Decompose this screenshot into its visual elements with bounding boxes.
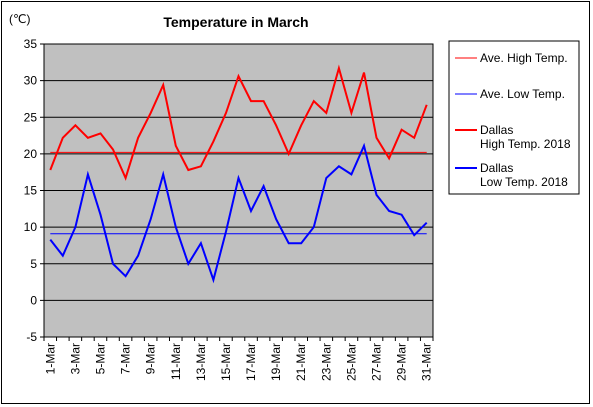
y-tick-label: -5 bbox=[26, 330, 37, 344]
x-tick-label: 27-Mar bbox=[370, 343, 384, 381]
y-axis: 35 30 25 20 15 10 5 0 -5 bbox=[24, 37, 44, 344]
x-tick-label: 15-Mar bbox=[219, 343, 233, 381]
gridlines bbox=[44, 80, 433, 301]
series-line-3 bbox=[49, 142, 428, 284]
series-layer bbox=[49, 64, 428, 284]
y-tick-label: 10 bbox=[24, 220, 38, 234]
x-tick-label: 9-Mar bbox=[144, 343, 158, 374]
x-tick-label: 31-Mar bbox=[420, 343, 434, 381]
x-tick-label: 17-Mar bbox=[244, 343, 258, 381]
x-tick-label: 29-Mar bbox=[395, 343, 409, 381]
y-tick-label: 0 bbox=[30, 293, 37, 307]
x-tick-label: 11-Mar bbox=[169, 343, 183, 380]
y-tick-label: 5 bbox=[30, 257, 37, 271]
legend-label-2: Dallas bbox=[480, 123, 513, 137]
legend-label-0: Ave. High Temp. bbox=[480, 51, 568, 65]
x-tick-label: 23-Mar bbox=[319, 343, 333, 381]
y-tick-label: 15 bbox=[24, 184, 38, 198]
legend-label-3: Dallas bbox=[480, 161, 513, 175]
legend-label-3: Low Temp. 2018 bbox=[480, 175, 568, 189]
x-tick-label: 3-Mar bbox=[68, 343, 82, 374]
x-tick-label: 7-Mar bbox=[119, 343, 133, 374]
x-tick-label: 19-Mar bbox=[269, 343, 283, 381]
x-tick-label: 21-Mar bbox=[294, 343, 308, 381]
x-tick-label: 5-Mar bbox=[93, 343, 107, 374]
y-tick-label: 35 bbox=[24, 37, 38, 51]
x-axis: 1-Mar 3-Mar 5-Mar 7-Mar 9-Mar 11-Mar 13-Mar 15-… bbox=[43, 337, 434, 381]
chart-title: Temperature in March bbox=[163, 14, 308, 30]
y-tick-label: 25 bbox=[24, 110, 38, 124]
y-tick-label: 20 bbox=[24, 147, 38, 161]
x-tick-label: 25-Mar bbox=[344, 343, 358, 381]
unit-label: (℃) bbox=[9, 12, 30, 26]
series-line-2 bbox=[49, 64, 428, 181]
y-tick-label: 30 bbox=[24, 74, 38, 88]
x-tick-label: 1-Mar bbox=[43, 343, 57, 374]
legend-label-1: Ave. Low Temp. bbox=[480, 87, 565, 101]
x-tick-label: 13-Mar bbox=[194, 343, 208, 381]
legend-items: Ave. High Temp.Ave. Low Temp.DallasHigh … bbox=[455, 51, 571, 189]
legend-label-2: High Temp. 2018 bbox=[480, 137, 571, 151]
